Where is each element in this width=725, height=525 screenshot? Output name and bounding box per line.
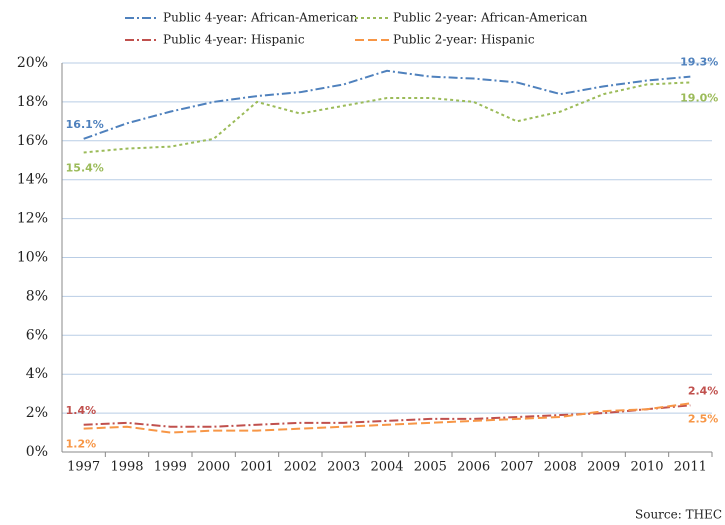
value-label: 2.5% — [688, 412, 719, 425]
x-tick-label: 1997 — [67, 460, 100, 475]
x-tick-label: 2001 — [240, 460, 273, 475]
legend-label: Public 4-year: Hispanic — [163, 33, 305, 47]
y-tick-label: 14% — [17, 172, 48, 188]
y-tick-label: 12% — [17, 211, 48, 227]
x-tick-label: 2009 — [587, 460, 620, 475]
series-line — [83, 69, 691, 140]
value-label: 1.4% — [66, 404, 97, 417]
x-tick-label: 2003 — [327, 460, 360, 475]
y-tick-label: 20% — [17, 55, 48, 71]
y-tick-label: 10% — [17, 250, 48, 266]
x-tick-label: 2008 — [544, 460, 577, 475]
y-tick-label: 6% — [26, 327, 48, 343]
y-tick-label: 8% — [26, 288, 48, 304]
x-tick-label: 2006 — [457, 460, 490, 475]
series-line — [83, 81, 691, 154]
x-tick-label: 2004 — [370, 460, 403, 475]
y-tick-label: 0% — [26, 444, 48, 460]
x-tick-label: 2002 — [284, 460, 317, 475]
x-tick-label: 1999 — [154, 460, 187, 475]
x-tick-label: 2010 — [630, 460, 663, 475]
value-label: 16.1% — [66, 118, 104, 131]
value-label: 19.3% — [680, 56, 718, 69]
series-line — [83, 402, 691, 434]
x-tick-label: 1998 — [110, 460, 143, 475]
legend-label: Public 2-year: Hispanic — [393, 33, 535, 47]
legend-label: Public 2-year: African-American — [393, 11, 588, 25]
value-label: 2.4% — [688, 384, 719, 397]
y-tick-label: 2% — [26, 405, 48, 421]
x-tick-label: 2011 — [674, 460, 707, 475]
source-note: Source: THEC — [635, 508, 722, 522]
value-label: 15.4% — [66, 161, 104, 174]
x-tick-label: 2000 — [197, 460, 230, 475]
y-tick-label: 4% — [26, 366, 48, 382]
series-line — [83, 404, 691, 428]
value-label: 19.0% — [680, 91, 718, 104]
x-tick-label: 2005 — [414, 460, 447, 475]
y-tick-label: 16% — [17, 133, 48, 149]
y-tick-label: 18% — [17, 94, 48, 110]
x-tick-label: 2007 — [500, 460, 533, 475]
value-label: 1.2% — [66, 438, 97, 451]
legend-label: Public 4-year: African-American — [163, 11, 358, 25]
